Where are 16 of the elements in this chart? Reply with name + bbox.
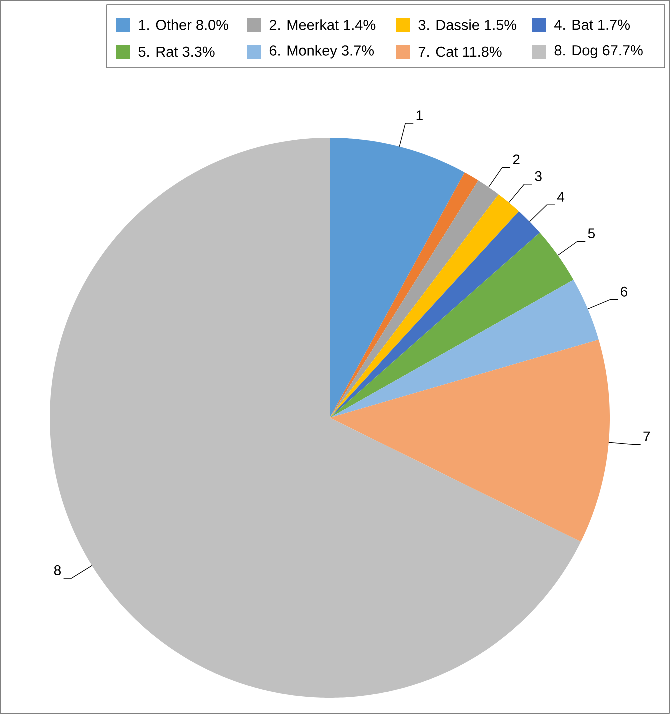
text: 3 — [535, 171, 542, 182]
text: 7 — [644, 432, 650, 442]
legend-label: 4. Bat 1.7% — [554, 20, 630, 30]
legend-label: 8. Dog 67.7% — [554, 45, 643, 59]
legend-label: 3. Dassie 1.5% — [418, 20, 517, 30]
text: 2 — [513, 154, 520, 165]
legend-label: 1. Other 8.0% — [139, 20, 228, 30]
text: 4 — [558, 192, 565, 202]
legend-label: 5. Rat 3.3% — [138, 46, 215, 58]
legend-label: 7. Cat 11.8% — [418, 46, 502, 58]
text: 8 — [54, 566, 61, 576]
legend-label: 6. Monkey 3.7% — [270, 45, 374, 59]
text: 5 — [588, 228, 596, 239]
text: 6 — [621, 286, 628, 297]
legend-label: 2. Meerkat 1.4% — [270, 20, 376, 30]
text: 1 — [416, 110, 423, 120]
